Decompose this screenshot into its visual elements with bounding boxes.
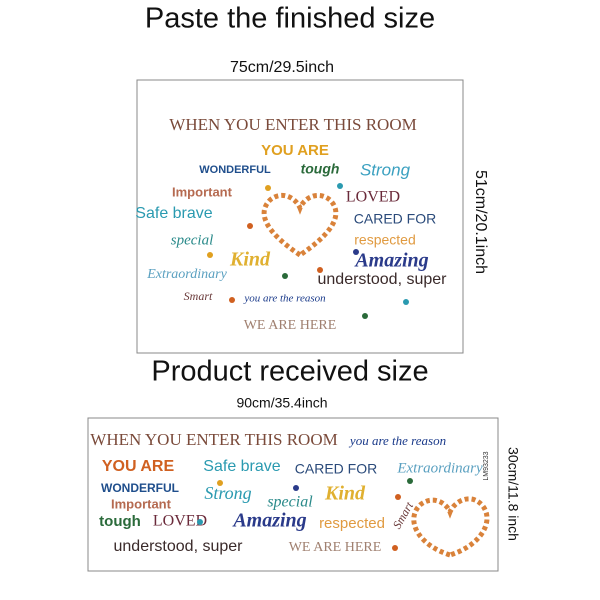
- sticker-word: Kind: [324, 483, 366, 505]
- height-label: 51cm/20.1inch: [472, 170, 489, 274]
- dot-decoration: [217, 480, 223, 486]
- dot-decoration: [265, 185, 271, 191]
- sticker-word: WHEN YOU ENTER THIS ROOM: [90, 430, 337, 449]
- dot-decoration: [395, 494, 401, 500]
- product-code: LM93233: [483, 451, 490, 480]
- sticker-word: respected: [354, 232, 415, 248]
- sticker-word: you are the reason: [348, 433, 446, 448]
- sticker-word: Extraordinary: [146, 267, 227, 282]
- sticker-word: Strong: [204, 483, 251, 503]
- sticker-word: YOU ARE: [102, 458, 175, 475]
- sticker-word: special: [267, 494, 313, 511]
- dot-decoration: [362, 313, 368, 319]
- dot-decoration: [407, 478, 413, 484]
- sticker-word: WE ARE HERE: [289, 540, 382, 555]
- dot-decoration: [317, 267, 323, 273]
- sticker-word: WE ARE HERE: [244, 318, 337, 333]
- sticker-word: respected: [319, 515, 385, 532]
- panel: [87, 417, 499, 572]
- sticker-word: tough: [99, 513, 141, 530]
- dot-decoration: [247, 223, 253, 229]
- sticker-word: CARED FOR: [295, 461, 377, 477]
- dot-decoration: [282, 273, 288, 279]
- heading: Paste the finished size: [145, 3, 435, 35]
- sticker-word: YOU ARE: [261, 142, 329, 159]
- dot-decoration: [293, 485, 299, 491]
- sticker-word: WONDERFUL: [101, 481, 179, 495]
- sticker-word: Amazing: [353, 250, 428, 272]
- dot-decoration: [337, 183, 343, 189]
- dot-decoration: [403, 299, 409, 305]
- dot-decoration: [353, 249, 359, 255]
- sticker-word: LOVED: [153, 513, 207, 530]
- width-label: 90cm/35.4inch: [236, 395, 327, 411]
- panel: [136, 79, 464, 354]
- dot-decoration: [207, 252, 213, 258]
- sticker-word: WONDERFUL: [199, 164, 271, 176]
- sticker-word: understood, super: [114, 538, 244, 555]
- sticker-word: tough: [301, 161, 340, 177]
- dot-decoration: [229, 297, 235, 303]
- heart-decoration: [411, 496, 490, 558]
- height-label: 30cm/11.8 inch: [505, 447, 521, 541]
- sticker-word: CARED FOR: [354, 211, 436, 227]
- sticker-word: Extraordinary: [396, 460, 483, 476]
- sticker-word: understood, super: [318, 271, 448, 288]
- heading: Product received size: [151, 356, 428, 388]
- sticker-word: Amazing: [231, 510, 306, 532]
- dot-decoration: [197, 519, 203, 525]
- sticker-word: Kind: [229, 249, 271, 271]
- sticker-word: Safe brave: [203, 458, 280, 475]
- sticker-word: Smart: [184, 289, 213, 303]
- sticker-word: special: [171, 232, 214, 248]
- dot-decoration: [392, 545, 398, 551]
- width-label: 75cm/29.5inch: [230, 59, 334, 76]
- sticker-word: you are the reason: [243, 293, 326, 305]
- sticker-word: Important: [111, 496, 172, 511]
- sticker-word: WHEN YOU ENTER THIS ROOM: [169, 115, 416, 134]
- sticker-word: Important: [172, 184, 233, 199]
- heart-decoration: [261, 193, 339, 259]
- sticker-word: Safe brave: [135, 205, 212, 222]
- sticker-word: Strong: [360, 160, 411, 179]
- sticker-word: LOVED: [346, 189, 400, 206]
